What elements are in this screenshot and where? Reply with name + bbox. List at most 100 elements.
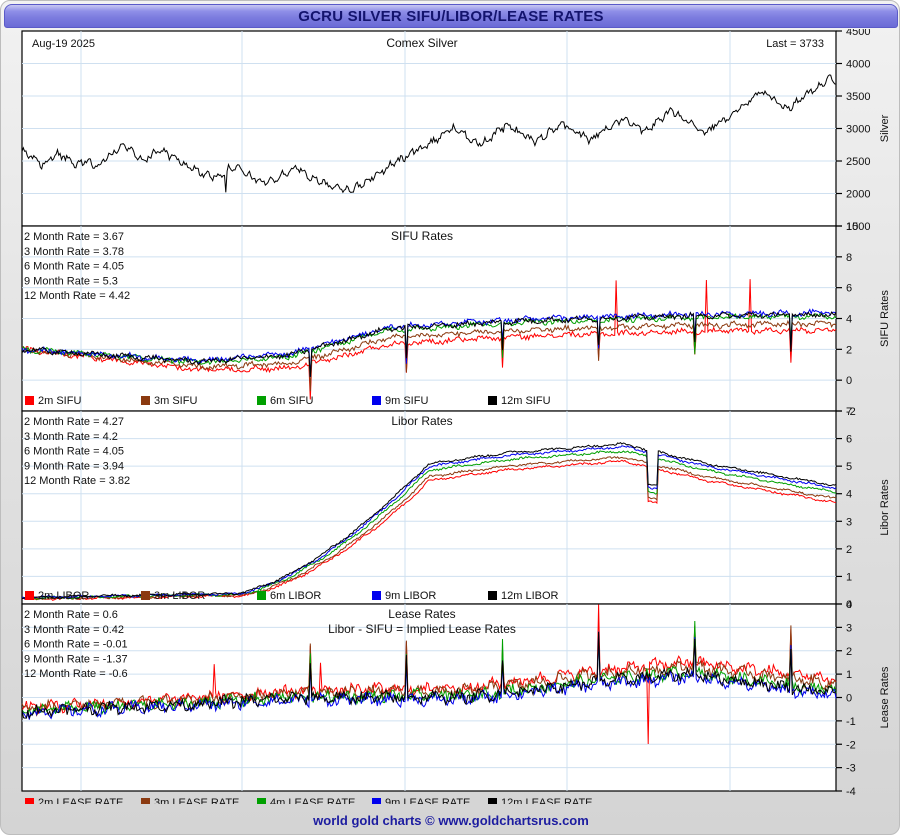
legend-swatch-3m-libor [141,591,150,600]
legend-label-3m-lease-rate[interactable]: 3m LEASE RATE [154,797,239,804]
y-tick-label: 6 [846,283,852,295]
legend-label-12m-lease-rate[interactable]: 12m LEASE RATE [501,797,593,804]
series-line-2m-lease-rate [21,604,837,745]
y-tick-label: -1 [846,716,856,728]
libor-rate-label-1: 3 Month Rate = 4.2 [24,431,118,443]
libor-rate-label-0: 2 Month Rate = 4.27 [24,416,124,428]
libor-rate-label-3: 9 Month Rate = 3.94 [24,460,124,472]
legend-label-2m-sifu[interactable]: 2m SIFU [38,395,81,407]
legend-swatch-12m-lease-rate [488,798,497,804]
lease-rate-label-1: 3 Month Rate = 0.42 [24,624,124,636]
series-line-3m-sifu [21,319,837,392]
series-line-12m-sifu [21,311,837,377]
y-axis-title: Silver [879,114,891,142]
legend-label-9m-sifu[interactable]: 9m SIFU [385,395,428,407]
legend-label-4m-lease-rate[interactable]: 4m LEASE RATE [270,797,355,804]
legend-label-12m-sifu[interactable]: 12m SIFU [501,395,551,407]
libor-legend: 2m LIBOR 3m LIBOR 6m LIBOR 9m LIBOR 12m LIBO… [25,590,559,602]
sifu-rate-label-4: 12 Month Rate = 4.42 [24,290,130,302]
series-line-9m-libor [21,445,837,600]
y-tick-label: 4 [846,489,852,501]
y-tick-label: 7 [846,406,852,418]
silver-price-line [21,74,837,194]
silver-labels: Aug-19 2025 Comex Silver Last = 3733 [32,36,824,50]
legend-label-3m-libor[interactable]: 3m LIBOR [154,590,205,602]
legend-swatch-12m-libor [488,591,497,600]
sifu-rate-label-1: 3 Month Rate = 3.78 [24,246,124,258]
legend-swatch-3m-sifu [141,396,150,405]
y-tick-label: 8 [846,252,852,264]
libor-labels: Libor Rates 2 Month Rate = 4.27 3 Month Ra… [24,414,453,487]
footer-credit: world gold charts © www.goldchartsrus.co… [313,813,589,828]
y-tick-label: 0 [846,375,852,387]
y-tick-label: 4000 [846,59,870,71]
lease-legend: 2m LEASE RATE 3m LEASE RATE 4m LEASE RATE 9… [25,797,593,804]
series-line-12m-libor [21,441,837,600]
y-tick-label: 3 [846,516,852,528]
legend-label-9m-libor[interactable]: 9m LIBOR [385,590,436,602]
y-tick-label: 1500 [846,221,870,233]
panel-title-lease-rates: Lease Rates [388,607,455,621]
legend-label-9m-lease-rate[interactable]: 9m LEASE RATE [385,797,470,804]
libor-panel-series-group [21,441,837,601]
y-tick-label: -4 [846,786,856,798]
y-tick-label: 4 [846,314,852,326]
panel-title-sifu-rates: SIFU Rates [391,229,453,243]
lease-panel-series-group [21,604,837,745]
legend-swatch-2m-sifu [25,396,34,405]
y-tick-label: 3500 [846,91,870,103]
y-tick-label: 1 [846,669,852,681]
lease-rate-label-2: 6 Month Rate = -0.01 [24,639,128,651]
legend-swatch-2m-libor [25,591,34,600]
y-tick-label: 2 [846,646,852,658]
legend-label-3m-sifu[interactable]: 3m SIFU [154,395,197,407]
legend-swatch-2m-lease-rate [25,798,34,804]
y-tick-label: 4 [846,599,852,611]
y-tick-label: 0 [846,693,852,705]
y-tick-label: 6 [846,434,852,446]
panel-title-comex-silver: Comex Silver [386,36,457,50]
legend-label-2m-libor[interactable]: 2m LIBOR [38,590,89,602]
legend-label-2m-lease-rate[interactable]: 2m LEASE RATE [38,797,123,804]
legend-swatch-12m-sifu [488,396,497,405]
libor-panel: 7 6 5 4 3 2 1 0 Libor Rates [21,406,891,611]
panel-subtitle-lease-rates: Libor - SIFU = Implied Lease Rates [328,622,516,636]
multi-panel-rates-chart: 4500400035003000250020001500SilverAug-19… [21,29,891,804]
legend-label-12m-libor[interactable]: 12m LIBOR [501,590,559,602]
chart-canvas: 4500 4000 3500 3000 2500 2000 1500 Silver Aug-19… [10,29,892,804]
y-tick-label: 3000 [846,124,870,136]
y-tick-label: 5 [846,461,852,473]
legend-label-6m-sifu[interactable]: 6m SIFU [270,395,313,407]
legend-swatch-6m-sifu [257,396,266,405]
silver-panel: 4500 4000 3500 3000 2500 2000 1500 Silver [21,29,891,233]
series-line-2m-sifu [21,279,837,400]
legend-label-6m-libor[interactable]: 6m LIBOR [270,590,321,602]
y-tick-label: 2500 [846,156,870,168]
sifu-panel-series-group [21,279,837,400]
y-axis-title: Lease Rates [879,666,891,728]
sifu-rate-label-3: 9 Month Rate = 5.3 [24,275,118,287]
window-title: GCRU SILVER SIFU/LIBOR/LEASE RATES [298,7,604,25]
y-axis-title: Libor Rates [879,479,891,536]
sifu-legend: 2m SIFU 3m SIFU 6m SIFU 9m SIFU 12m SIFU [25,395,551,407]
legend-swatch-4m-lease-rate [257,798,266,804]
y-tick-label: 3 [846,622,852,634]
sifu-labels: SIFU Rates 2 Month Rate = 3.67 3 Month Rat… [24,229,453,302]
series-line-2m-libor [21,459,837,601]
libor-rate-label-2: 6 Month Rate = 4.05 [24,446,124,458]
sifu-rate-label-2: 6 Month Rate = 4.05 [24,261,124,273]
legend-swatch-9m-lease-rate [372,798,381,804]
sifu-rate-label-0: 2 Month Rate = 3.67 [24,231,124,243]
y-tick-label: 2 [846,344,852,356]
libor-rate-label-4: 12 Month Rate = 3.82 [24,475,130,487]
panel-title-libor-rates: Libor Rates [391,414,452,428]
y-tick-label: 10 [846,221,858,233]
legend-swatch-9m-sifu [372,396,381,405]
y-tick-label: 2000 [846,189,870,201]
y-tick-label: 0 [846,599,852,611]
last-price-label: Last = 3733 [766,38,824,50]
y-tick-label: -2 [846,739,856,751]
lease-rate-label-3: 9 Month Rate = -1.37 [24,653,128,665]
legend-swatch-9m-libor [372,591,381,600]
panel-plot-area [21,410,837,605]
